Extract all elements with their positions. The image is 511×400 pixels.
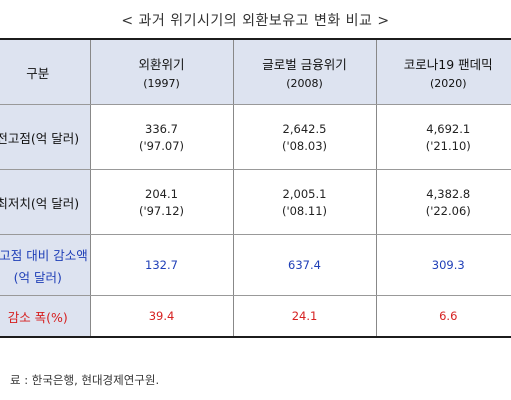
source-note: 료 : 한국은행, 현대경제연구원.	[10, 373, 160, 387]
table-cell: 309.3	[376, 234, 511, 296]
table-cell: 4,692.1 ('21.10)	[376, 104, 511, 170]
table-row-decline-rate: 감소 폭(%) 39.4 24.1 6.6	[0, 295, 511, 338]
table-row-peak: 전고점(억 달러) 336.7 ('97.07) 2,642.5 ('08.03…	[0, 104, 511, 170]
table-cell: 336.7 ('97.07)	[90, 104, 234, 170]
table-cell: 2,005.1 ('08.11)	[233, 169, 377, 235]
page-title: < 과거 위기시기의 외환보유고 변화 비교 >	[121, 13, 390, 29]
cell-date: ('08.03)	[281, 138, 328, 153]
table-cell: 2,642.5 ('08.03)	[233, 104, 377, 170]
table-cell: 6.6	[376, 295, 511, 338]
header-name: 글로벌 금융위기	[262, 57, 347, 72]
row-label-line1: 전고점 대비 감소액	[0, 247, 88, 263]
header-year: (2008)	[286, 77, 323, 90]
table-header-row: 구분 외환위기 (1997) 글로벌 금융위기 (2008) 코로나19 팬데믹…	[0, 38, 511, 105]
cell-value: 2,642.5	[282, 121, 327, 136]
table-cell: 39.4	[90, 295, 234, 338]
cell-value: 204.1	[145, 186, 178, 201]
row-label-peak: 전고점(억 달러)	[0, 104, 91, 170]
header-year: (1997)	[143, 77, 180, 90]
row-label-decline-amount: 전고점 대비 감소액 (억 달러)	[0, 234, 91, 296]
cell-date: ('21.10)	[425, 138, 471, 153]
cell-value: 2,005.1	[282, 186, 327, 201]
table-cell: 4,382.8 ('22.06)	[376, 169, 511, 235]
cell-date: ('08.11)	[281, 203, 328, 218]
cell-date: ('97.07)	[138, 138, 185, 153]
row-label-line2: (억 달러)	[13, 269, 62, 285]
table-cell: 637.4	[233, 234, 377, 296]
header-year: (2020)	[429, 77, 467, 90]
header-col-1997: 외환위기 (1997)	[90, 38, 234, 105]
cell-value: 4,692.1	[426, 121, 471, 136]
header-name: 코로나19 팬데믹	[403, 57, 493, 72]
table-cell: 204.1 ('97.12)	[90, 169, 234, 235]
table-row-decline-amount: 전고점 대비 감소액 (억 달러) 132.7 637.4 309.3	[0, 234, 511, 296]
header-col-2020: 코로나19 팬데믹 (2020)	[376, 38, 511, 105]
row-label-decline-rate: 감소 폭(%)	[0, 295, 91, 338]
cell-date: ('22.06)	[425, 203, 471, 218]
cell-value: 4,382.8	[426, 186, 471, 201]
table-cell: 132.7	[90, 234, 234, 296]
header-col-2008: 글로벌 금융위기 (2008)	[233, 38, 377, 105]
header-name: 외환위기	[138, 57, 185, 72]
row-label-low: 최저치(억 달러)	[0, 169, 91, 235]
cell-value: 336.7	[145, 121, 178, 136]
table-cell: 24.1	[233, 295, 377, 338]
table-row-low: 최저치(억 달러) 204.1 ('97.12) 2,005.1 ('08.11…	[0, 169, 511, 235]
cell-date: ('97.12)	[138, 203, 185, 218]
header-category: 구분	[0, 38, 91, 105]
comparison-table: 구분 외환위기 (1997) 글로벌 금융위기 (2008) 코로나19 팬데믹…	[0, 38, 511, 338]
